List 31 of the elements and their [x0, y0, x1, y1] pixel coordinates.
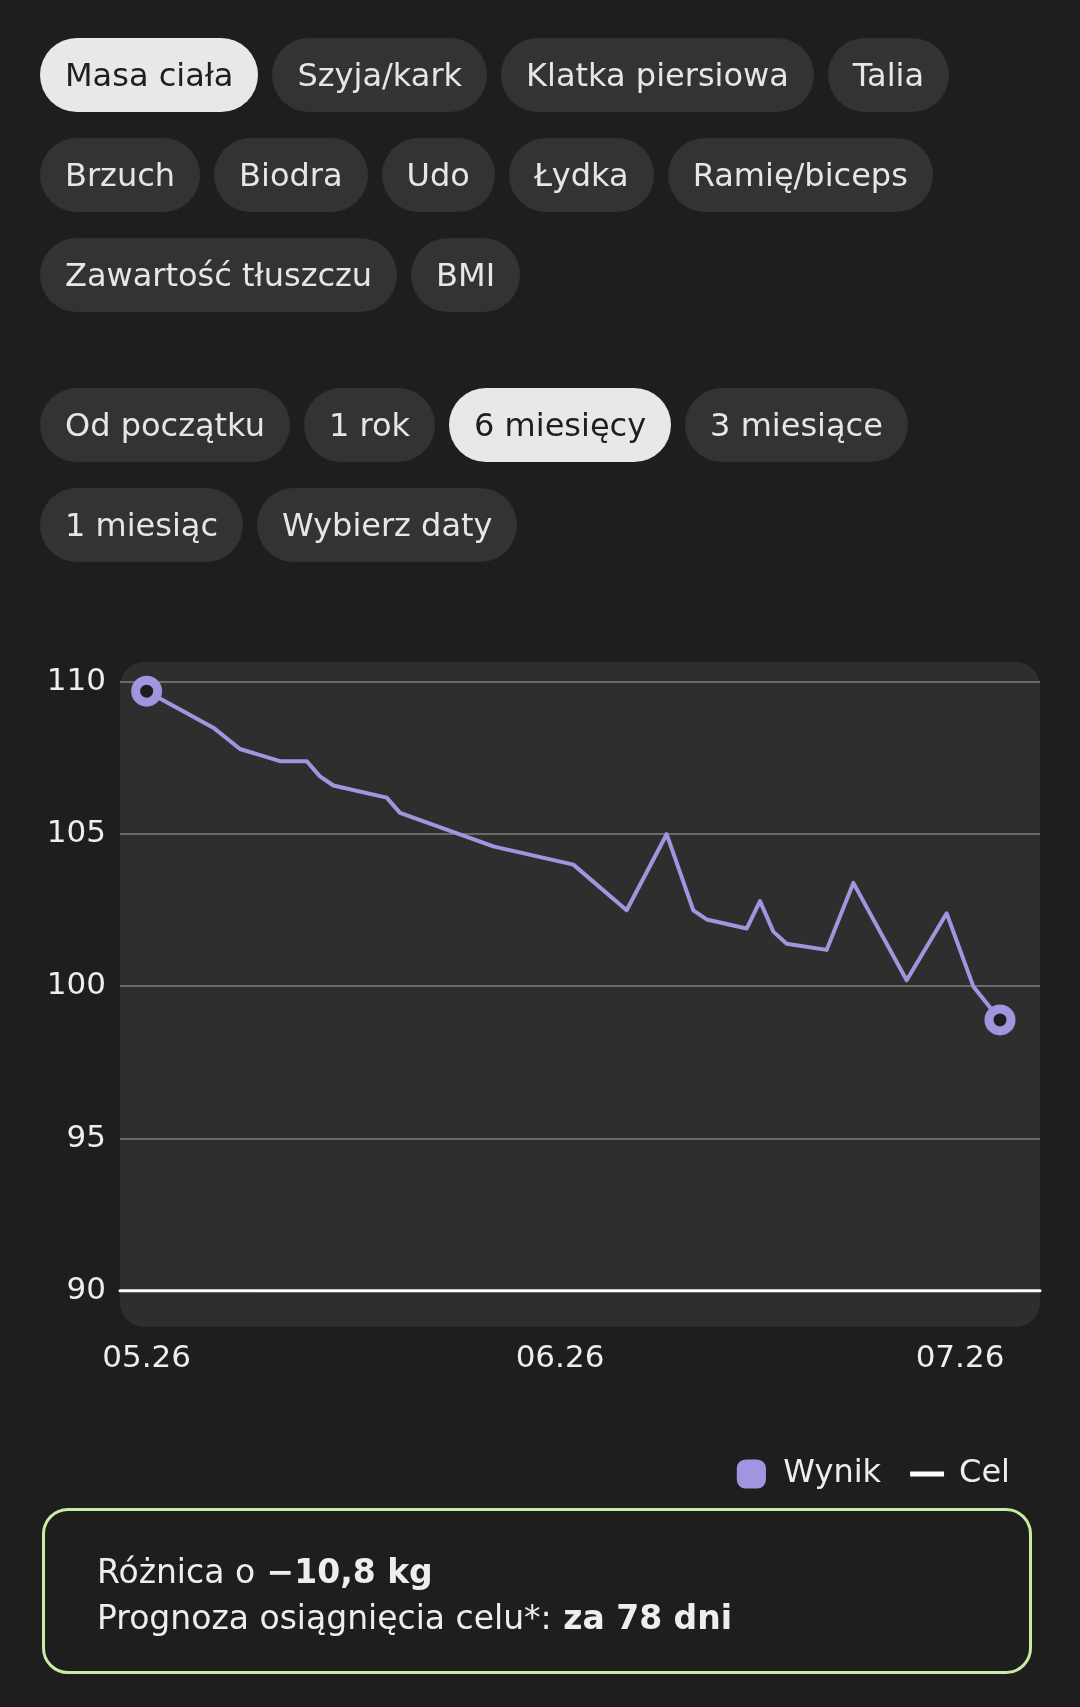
text: Masa ciała — [40, 38, 259, 112]
text: Łydka — [508, 138, 654, 212]
text: Prognoza osiągnięcia celu*: — [97, 1598, 552, 1637]
text: Zawartość tłuszczu — [40, 238, 398, 312]
text: 1 miesiąc — [40, 488, 244, 562]
x-tick-label: 06.26 — [515, 1338, 605, 1375]
text: Od początku — [40, 388, 290, 462]
text: Udo — [381, 138, 495, 212]
y-tick-label: 100 — [46, 965, 106, 1002]
text: Klatka piersiowa — [501, 38, 814, 112]
text: Ramię/biceps — [667, 138, 933, 212]
text: za 78 dni — [562, 1598, 733, 1637]
y-tick-label: 90 — [66, 1269, 106, 1306]
y-tick-label: 95 — [66, 1117, 106, 1154]
text: 6 miesięcy — [449, 388, 672, 462]
legend-label: Cel — [959, 1452, 1010, 1491]
text: Szyja/kark — [272, 38, 488, 112]
text: 3 miesiące — [685, 388, 908, 462]
text: Brzuch — [40, 138, 201, 212]
x-tick-label: 05.26 — [102, 1338, 192, 1375]
legend-label: Wynik — [783, 1452, 882, 1491]
text: Talia — [827, 38, 950, 112]
text: Biodra — [214, 138, 368, 212]
text: BMI — [411, 238, 521, 312]
text: 1 rok — [303, 388, 436, 462]
text: Różnica o — [97, 1552, 256, 1591]
text: Wybierz daty — [257, 488, 518, 562]
x-tick-label: 07.26 — [915, 1338, 1005, 1375]
text: −10,8 kg — [265, 1552, 433, 1591]
y-tick-label: 105 — [46, 813, 106, 850]
y-tick-label: 110 — [46, 661, 106, 698]
